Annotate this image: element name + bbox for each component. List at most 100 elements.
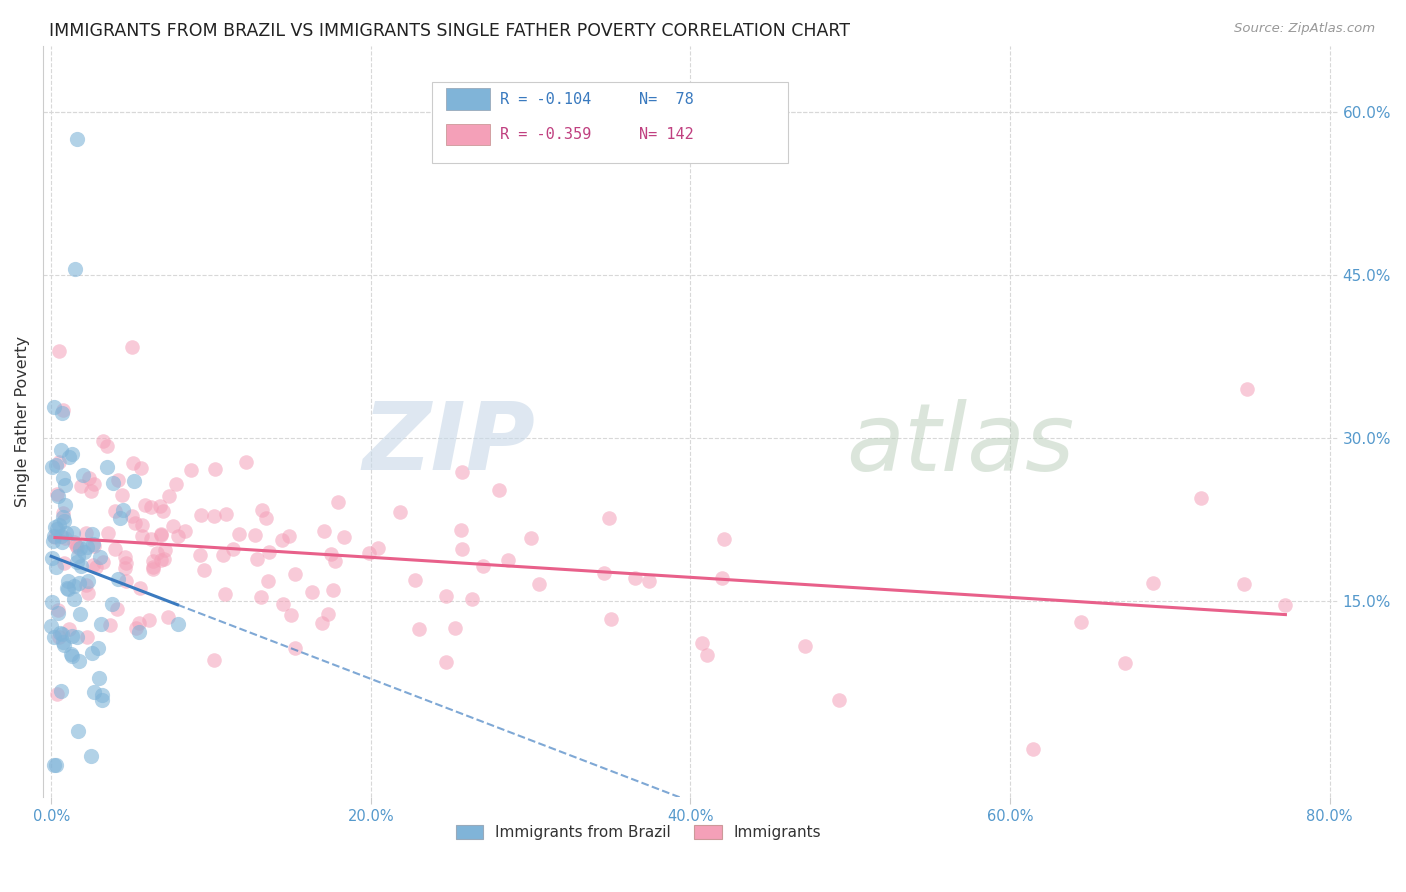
Immigrants: [128, 616, 150, 631]
Text: R = -0.104: R = -0.104: [501, 92, 592, 107]
Immigrants: [162, 518, 184, 533]
Immigrants: [215, 507, 238, 521]
Immigrants: [434, 655, 457, 669]
Immigrants from Brazil: [83, 685, 105, 699]
Immigrants from Brazil: [73, 545, 96, 559]
Immigrants: [1236, 382, 1258, 396]
Immigrants: [193, 562, 215, 576]
Immigrants: [690, 635, 713, 649]
Immigrants: [142, 562, 165, 576]
Immigrants from Brazil: [41, 551, 63, 566]
Immigrants: [157, 610, 180, 624]
Immigrants: [202, 509, 225, 524]
Immigrants from Brazil: [72, 468, 94, 483]
Immigrants from Brazil: [56, 574, 79, 588]
Immigrants from Brazil: [69, 541, 91, 555]
Immigrants: [79, 483, 101, 498]
Immigrants: [323, 553, 346, 567]
Immigrants from Brazil: [80, 749, 103, 764]
Immigrants: [316, 607, 339, 621]
Immigrants from Brazil: [52, 510, 75, 524]
Immigrants: [257, 544, 280, 558]
Immigrants: [150, 528, 173, 542]
Immigrants: [280, 607, 302, 622]
Immigrants from Brazil: [89, 550, 111, 565]
Immigrants: [460, 592, 482, 607]
Immigrants from Brazil: [128, 625, 150, 640]
Immigrants: [77, 471, 100, 485]
Immigrants: [202, 653, 225, 667]
Immigrants: [450, 523, 472, 537]
Immigrants: [104, 542, 127, 557]
Immigrants: [48, 630, 70, 644]
Immigrants from Brazil: [82, 537, 104, 551]
Immigrants from Brazil: [62, 525, 84, 540]
Immigrants: [152, 504, 174, 518]
Immigrants from Brazil: [101, 597, 124, 611]
Immigrants from Brazil: [166, 617, 188, 632]
Immigrants: [252, 503, 274, 517]
Immigrants: [149, 500, 172, 514]
Immigrants: [637, 574, 659, 588]
Immigrants: [271, 597, 294, 611]
Immigrants: [83, 477, 105, 491]
Immigrants from Brazil: [55, 525, 77, 540]
Immigrants from Brazil: [62, 579, 84, 593]
Immigrants from Brazil: [82, 646, 104, 660]
Immigrants from Brazil: [41, 460, 63, 475]
Immigrants: [498, 553, 520, 567]
Immigrants: [48, 344, 70, 359]
Immigrants: [328, 495, 350, 509]
Immigrants: [174, 524, 197, 539]
Immigrants: [105, 602, 128, 616]
Immigrants from Brazil: [101, 476, 124, 491]
Immigrants from Brazil: [42, 528, 65, 542]
Immigrants: [48, 455, 70, 469]
Immigrants: [794, 639, 817, 653]
Immigrants from Brazil: [51, 471, 73, 485]
Immigrants: [97, 526, 120, 541]
Immigrants from Brazil: [56, 581, 79, 595]
Immigrants from Brazil: [90, 688, 112, 702]
Immigrants from Brazil: [107, 572, 129, 586]
Text: N= 142: N= 142: [638, 128, 693, 143]
Immigrants: [84, 560, 107, 574]
Immigrants from Brazil: [63, 262, 86, 277]
Immigrants from Brazil: [45, 522, 67, 536]
Immigrants from Brazil: [41, 595, 63, 609]
Immigrants: [222, 541, 245, 556]
Immigrants from Brazil: [45, 560, 67, 574]
Immigrants: [75, 578, 97, 592]
Immigrants from Brazil: [46, 606, 69, 620]
Immigrants from Brazil: [76, 540, 98, 554]
Immigrants from Brazil: [56, 582, 79, 597]
Immigrants: [204, 462, 226, 476]
Immigrants from Brazil: [67, 575, 90, 590]
Immigrants from Brazil: [96, 460, 118, 475]
Immigrants: [284, 566, 307, 581]
Immigrants: [599, 612, 621, 626]
Text: atlas: atlas: [846, 399, 1074, 490]
Immigrants: [713, 532, 735, 546]
Immigrants: [314, 524, 336, 538]
Immigrants: [214, 587, 236, 601]
Immigrants: [319, 547, 342, 561]
Immigrants from Brazil: [77, 574, 100, 588]
Immigrants: [66, 540, 89, 554]
Immigrants: [96, 439, 118, 453]
Immigrants from Brazil: [52, 635, 75, 649]
Immigrants: [598, 511, 620, 525]
Immigrants from Brazil: [45, 458, 67, 472]
Immigrants: [93, 555, 115, 569]
Immigrants: [1189, 491, 1212, 505]
Immigrants from Brazil: [42, 401, 65, 415]
Immigrants from Brazil: [51, 528, 73, 542]
Immigrants: [188, 548, 211, 562]
Immigrants from Brazil: [41, 533, 63, 548]
Immigrants from Brazil: [67, 549, 90, 563]
Immigrants: [157, 489, 180, 503]
FancyBboxPatch shape: [432, 81, 787, 162]
Immigrants: [83, 539, 105, 553]
Immigrants from Brazil: [48, 626, 70, 640]
Immigrants from Brazil: [66, 555, 89, 569]
